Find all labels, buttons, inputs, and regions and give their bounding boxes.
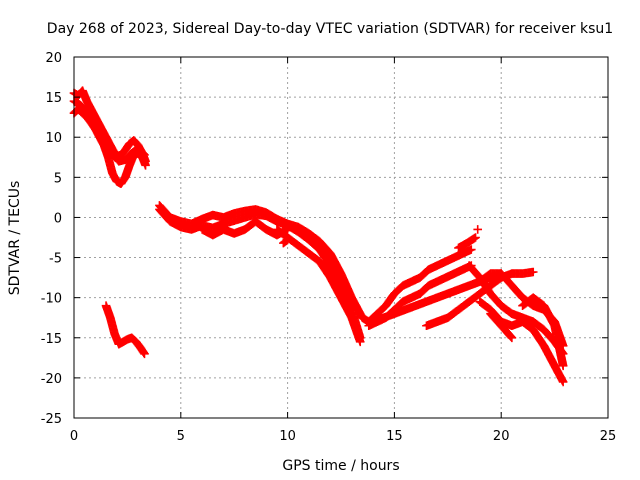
data-point-s9 [282, 236, 291, 246]
y-tick-label: 10 [45, 131, 62, 146]
data-point-s18 [558, 377, 568, 387]
y-tick-label: -20 [41, 372, 62, 387]
y-tick-label: 20 [45, 51, 62, 66]
data-point-s14 [471, 233, 480, 242]
data-point-s8 [355, 337, 365, 347]
grid [74, 57, 608, 418]
y-tick-label: -25 [41, 412, 62, 427]
x-axis-label: GPS time / hours [282, 458, 399, 474]
x-tick-label: 25 [600, 429, 617, 444]
y-tick-label: 0 [54, 211, 62, 226]
y-tick-label: 15 [45, 91, 62, 106]
y-axis-label: SDTVAR / TECUs [7, 181, 23, 296]
data-point-s7 [283, 225, 292, 234]
data-point-s10 [466, 245, 476, 254]
x-tick-label: 0 [70, 429, 78, 444]
data-point-s9 [283, 235, 292, 245]
data-point-s2 [141, 161, 150, 170]
x-tick-label: 10 [279, 429, 296, 444]
data-point-s3 [139, 149, 148, 159]
data-point-s19 [507, 333, 517, 343]
x-tick-label: 5 [177, 429, 185, 444]
data-point-s4 [140, 349, 149, 359]
chart-title: Day 268 of 2023, Sidereal Day-to-day VTE… [47, 21, 613, 37]
data-point-s3 [140, 150, 149, 160]
data-point-s19 [506, 332, 516, 342]
plot-frame [73, 56, 609, 419]
x-tick-label: 15 [386, 429, 403, 444]
x-tick-label: 20 [493, 429, 510, 444]
data-point-s20 [558, 361, 568, 371]
data-points [69, 86, 568, 387]
y-tick-label: -15 [41, 332, 62, 347]
y-tick-label: -10 [41, 292, 62, 307]
data-point-s13 [528, 267, 538, 277]
y-tick-label: 5 [54, 171, 62, 186]
y-tick-label: -5 [49, 252, 62, 267]
data-point-s15 [473, 225, 483, 234]
axis-ticks: 0 5 10 15 20 25 20 15 10 5 0 -5 -10 -15 -20 -25 [41, 51, 617, 444]
